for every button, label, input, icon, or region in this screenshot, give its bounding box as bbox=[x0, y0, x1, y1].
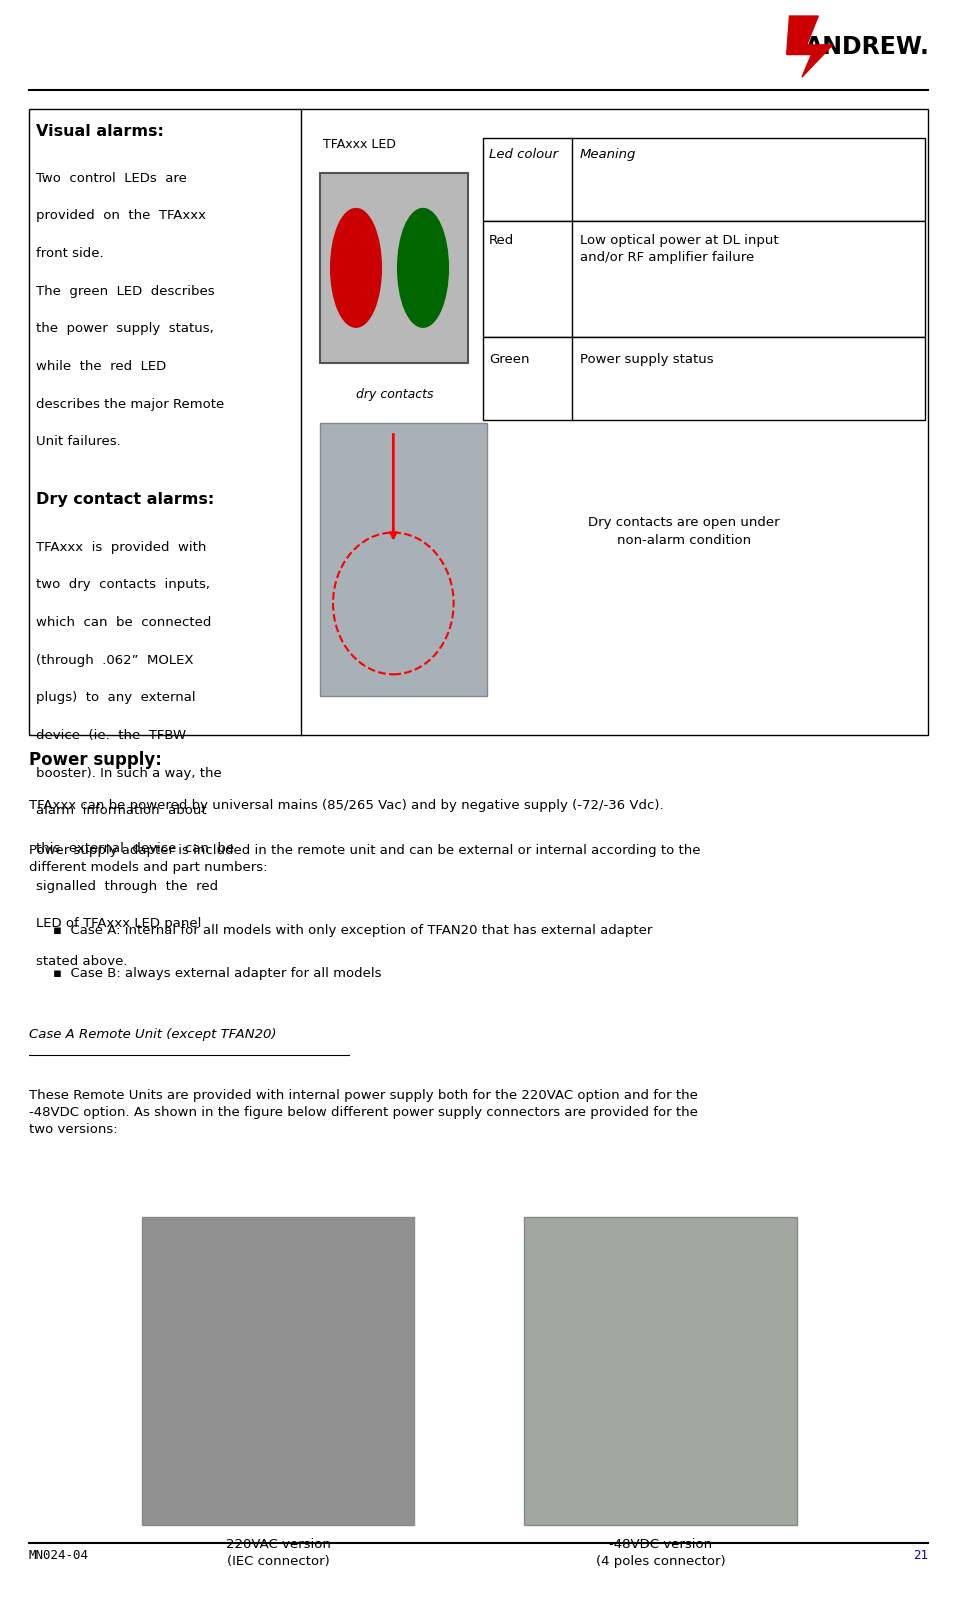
Polygon shape bbox=[787, 16, 833, 77]
Text: ▪  Case B: always external adapter for all models: ▪ Case B: always external adapter for al… bbox=[53, 967, 381, 980]
Text: ANDREW.: ANDREW. bbox=[806, 35, 930, 59]
Text: MN024-04: MN024-04 bbox=[29, 1549, 89, 1562]
FancyBboxPatch shape bbox=[320, 423, 487, 696]
Text: front side.: front side. bbox=[36, 247, 104, 260]
Text: Dry contact alarms:: Dry contact alarms: bbox=[36, 492, 214, 507]
Text: Power supply status: Power supply status bbox=[580, 353, 714, 366]
Text: Visual alarms:: Visual alarms: bbox=[36, 124, 165, 138]
Text: -48VDC version
(4 poles connector): -48VDC version (4 poles connector) bbox=[596, 1538, 725, 1569]
Text: plugs)  to  any  external: plugs) to any external bbox=[36, 691, 196, 704]
Text: Red: Red bbox=[489, 234, 514, 247]
Text: this  external  device  can  be: this external device can be bbox=[36, 842, 234, 855]
Text: Meaning: Meaning bbox=[580, 148, 636, 160]
Text: 220VAC version
(IEC connector): 220VAC version (IEC connector) bbox=[226, 1538, 330, 1569]
Text: Green: Green bbox=[489, 353, 529, 366]
Ellipse shape bbox=[398, 209, 449, 327]
Text: Led colour: Led colour bbox=[489, 148, 558, 160]
FancyBboxPatch shape bbox=[483, 221, 925, 337]
FancyBboxPatch shape bbox=[142, 1217, 414, 1525]
Text: while  the  red  LED: while the red LED bbox=[36, 359, 167, 374]
Text: two  dry  contacts  inputs,: two dry contacts inputs, bbox=[36, 577, 211, 592]
FancyBboxPatch shape bbox=[320, 173, 468, 363]
Text: which  can  be  connected: which can be connected bbox=[36, 616, 211, 629]
Text: Two  control  LEDs  are: Two control LEDs are bbox=[36, 172, 188, 184]
Text: TFAxxx LED: TFAxxx LED bbox=[323, 138, 395, 151]
Text: Power supply:: Power supply: bbox=[29, 751, 162, 768]
Text: provided  on  the  TFAxxx: provided on the TFAxxx bbox=[36, 209, 207, 223]
Text: signalled  through  the  red: signalled through the red bbox=[36, 879, 218, 893]
Text: the  power  supply  status,: the power supply status, bbox=[36, 322, 214, 335]
FancyBboxPatch shape bbox=[524, 1217, 797, 1525]
FancyBboxPatch shape bbox=[483, 138, 925, 221]
Text: 21: 21 bbox=[913, 1549, 928, 1562]
Text: (through  .062”  MOLEX: (through .062” MOLEX bbox=[36, 653, 194, 667]
Text: stated above.: stated above. bbox=[36, 954, 128, 969]
Text: Unit failures.: Unit failures. bbox=[36, 435, 122, 449]
Text: Dry contacts are open under
non-alarm condition: Dry contacts are open under non-alarm co… bbox=[589, 516, 780, 547]
Text: ▪  Case A: internal for all models with only exception of TFAN20 that has extern: ▪ Case A: internal for all models with o… bbox=[53, 924, 652, 937]
Ellipse shape bbox=[331, 209, 382, 327]
Text: LED of TFAxxx LED panel: LED of TFAxxx LED panel bbox=[36, 917, 202, 930]
Text: Low optical power at DL input
and/or RF amplifier failure: Low optical power at DL input and/or RF … bbox=[580, 234, 779, 265]
Text: booster). In such a way, the: booster). In such a way, the bbox=[36, 767, 222, 780]
Text: alarm  information  about: alarm information about bbox=[36, 804, 207, 818]
FancyBboxPatch shape bbox=[483, 337, 925, 420]
Text: Case A Remote Unit (except TFAN20): Case A Remote Unit (except TFAN20) bbox=[29, 1028, 277, 1041]
Text: dry contacts: dry contacts bbox=[356, 388, 434, 401]
Text: device  (ie.  the  TFBW: device (ie. the TFBW bbox=[36, 728, 187, 743]
Text: The  green  LED  describes: The green LED describes bbox=[36, 284, 215, 298]
FancyBboxPatch shape bbox=[29, 109, 928, 735]
Text: These Remote Units are provided with internal power supply both for the 220VAC o: These Remote Units are provided with int… bbox=[29, 1089, 698, 1136]
Text: TFAxxx can be powered by universal mains (85/265 Vac) and by negative supply (-7: TFAxxx can be powered by universal mains… bbox=[29, 799, 663, 812]
Text: TFAxxx  is  provided  with: TFAxxx is provided with bbox=[36, 541, 207, 553]
Text: Power supply adapter is included in the remote unit and can be external or inter: Power supply adapter is included in the … bbox=[29, 844, 701, 874]
Text: describes the major Remote: describes the major Remote bbox=[36, 398, 225, 411]
